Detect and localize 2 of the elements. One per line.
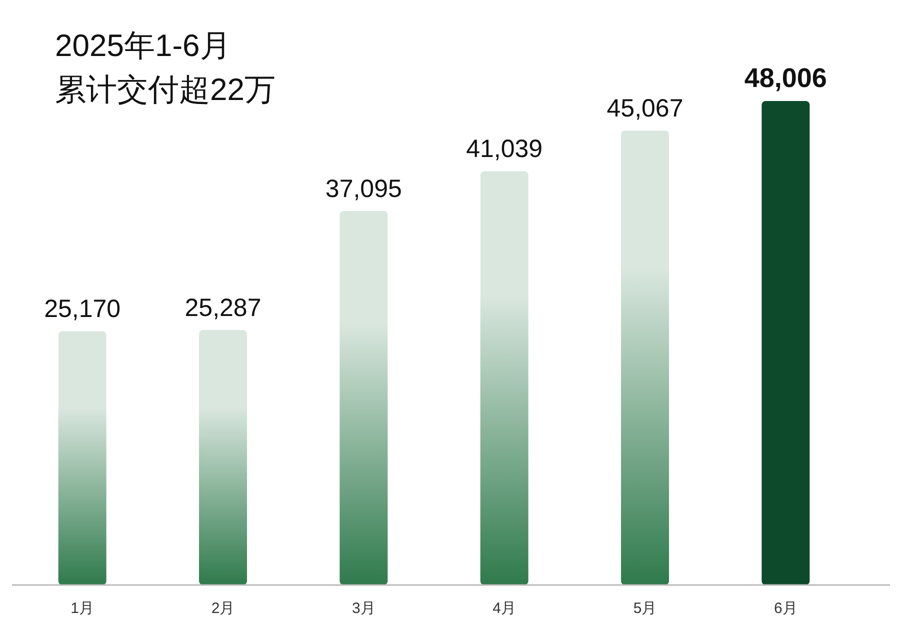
subtitle: 累计交付超22万 [55, 72, 276, 107]
title: 2025年1-6月 [55, 28, 231, 63]
